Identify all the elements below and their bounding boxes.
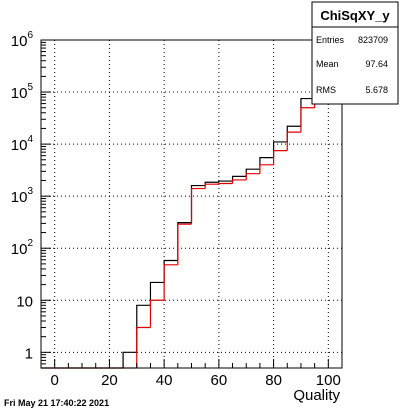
x-tick-label: 60: [211, 372, 228, 389]
histograms: [41, 55, 342, 369]
histogram-bin: [163, 264, 178, 301]
histogram-bin: [122, 351, 137, 368]
histogram-bin: [190, 184, 206, 223]
histogram-bin: [136, 326, 151, 368]
histogram-bin: [245, 168, 260, 177]
grid: [41, 39, 342, 368]
y-tick-exponent: 4: [27, 134, 33, 145]
histogram-bin: [300, 107, 315, 133]
histogram-bin: [177, 222, 192, 261]
x-axis-title: Quality: [293, 387, 340, 404]
stats-mean-value: 97.64: [365, 59, 388, 69]
y-tick-label: 1: [25, 345, 33, 362]
x-tick-label: 80: [265, 372, 282, 389]
stats-box-title: ChiSqXY_y: [320, 8, 390, 23]
y-tick-exponent: 2: [27, 238, 33, 249]
ticks: [40, 39, 343, 369]
histogram-bin: [204, 183, 219, 189]
y-tick-label: 106: [11, 30, 34, 50]
histogram-bin: [286, 131, 301, 151]
stats-box: ChiSqXY_y Entries 823709 Mean 97.64 RMS …: [311, 1, 399, 105]
histogram-bin: [177, 223, 192, 265]
y-tick-mantissa: 10: [11, 137, 28, 154]
x-tick-label: 20: [101, 372, 118, 389]
histogram-bin: [190, 187, 206, 225]
y-tick-mantissa: 10: [11, 241, 28, 258]
histogram-series-1: [41, 55, 342, 369]
histogram-bin: [218, 180, 233, 183]
y-tick-mantissa: 10: [11, 85, 28, 102]
x-tick-label: 0: [51, 372, 59, 389]
stats-mean-label: Mean: [316, 59, 339, 69]
x-tick-label: 100: [316, 372, 341, 389]
y-tick-label: 103: [11, 186, 34, 206]
y-tick-label: 102: [11, 238, 34, 258]
stats-entries-value: 823709: [358, 35, 388, 45]
stats-entries-label: Entries: [316, 35, 345, 45]
x-tick-label: 40: [156, 372, 173, 389]
histogram-bin: [259, 164, 274, 174]
histogram-bin: [245, 173, 260, 180]
histogram-bin: [272, 150, 288, 165]
y-tick-label: 104: [11, 134, 34, 154]
histogram-bin: [149, 299, 165, 328]
y-tick-mantissa: 1: [25, 345, 33, 362]
stats-rms-label: RMS: [316, 85, 336, 95]
histogram-bin: [149, 281, 165, 306]
y-tick-exponent: 3: [27, 186, 33, 197]
y-tick-mantissa: 10: [11, 189, 28, 206]
y-tick-exponent: 6: [27, 30, 33, 41]
y-tick-label: 105: [11, 82, 34, 102]
y-tick-exponent: 5: [27, 82, 33, 93]
histogram-bin: [136, 304, 151, 353]
stats-rms-value: 5.678: [365, 85, 388, 95]
y-tick-mantissa: 10: [16, 293, 33, 310]
histogram-bin: [218, 182, 233, 185]
timestamp: Fri May 21 17:40:22 2021: [4, 398, 109, 408]
histogram-bin: [286, 125, 301, 142]
y-tick-label: 10: [16, 293, 33, 310]
histogram-bin: [231, 179, 247, 184]
y-tick-mantissa: 10: [11, 33, 28, 50]
stats-box-frame: [311, 1, 399, 105]
histogram-bin: [163, 259, 178, 283]
histogram-bin: [259, 157, 274, 170]
